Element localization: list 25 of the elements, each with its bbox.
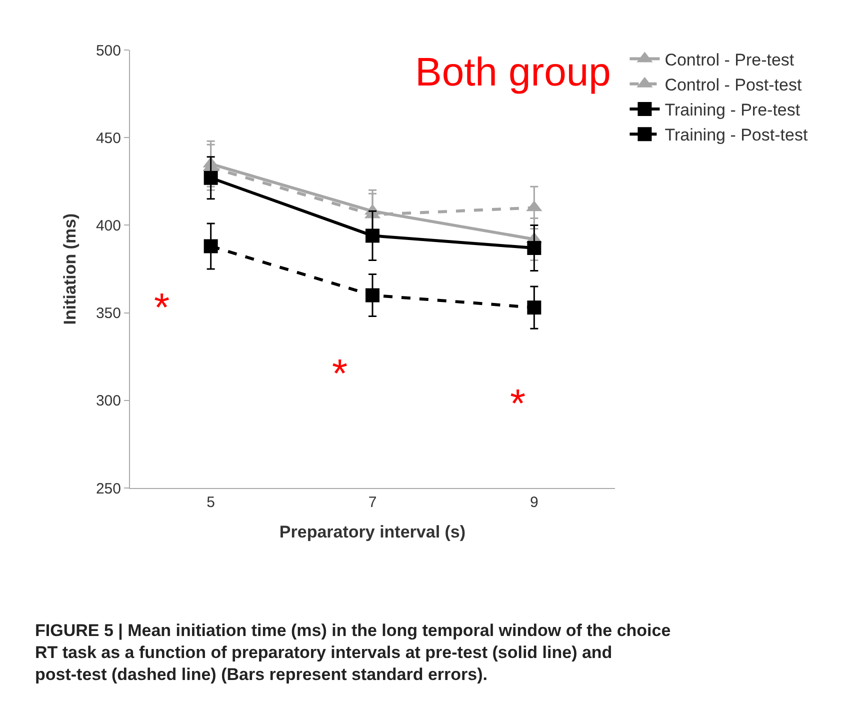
point [366, 228, 380, 243]
legend-label: Control - Post-test [664, 76, 802, 95]
point [527, 240, 542, 255]
point [366, 288, 380, 302]
x-tick-label: 9 [530, 494, 538, 511]
legend-label: Training - Post-test [664, 126, 808, 145]
x-tick-label: 7 [368, 494, 377, 511]
annotation: * [332, 352, 348, 396]
annotation: * [510, 382, 526, 426]
caption: FIGURE 5 | Mean initiation time (ms) in the long temporal window of the choice RT task as a function of preparatory intervals at pre-test (solid line) and post-test (dashed line) (Bars represent standard errors). [35, 621, 671, 684]
chart-title: Both group [415, 50, 611, 94]
annotation: * [154, 286, 170, 330]
x-axis-title: Preparatory interval (s) [279, 522, 466, 542]
y-tick-label: 250 [96, 480, 121, 498]
legend-label: Control - Pre-test [664, 50, 794, 70]
legend-label: Training - Pre-test [664, 100, 800, 120]
y-tick-label: 450 [96, 130, 121, 147]
point [204, 239, 218, 254]
y-tick-label: 350 [96, 305, 121, 322]
x-tick-label: 5 [206, 494, 215, 511]
point [527, 300, 542, 315]
y-tick-label: 300 [96, 392, 121, 410]
y-axis-title: Initiation (ms) [60, 213, 80, 325]
y-tick-label: 500 [96, 42, 121, 60]
y-tick-label: 400 [96, 217, 121, 234]
